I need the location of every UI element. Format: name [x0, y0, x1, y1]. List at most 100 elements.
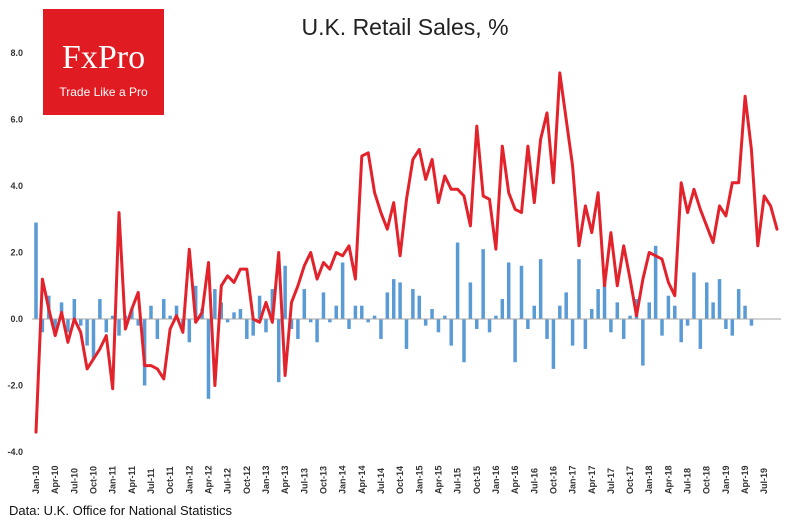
x-tick-label: Jul-14	[376, 468, 386, 494]
logo-name: FxPro	[61, 39, 146, 76]
bar	[59, 302, 64, 319]
bar	[717, 279, 722, 319]
bar	[398, 282, 402, 319]
bar	[174, 305, 179, 319]
bar	[660, 319, 664, 336]
bar	[558, 305, 562, 319]
bar	[98, 299, 102, 319]
y-tick-label: 0.0	[10, 314, 23, 324]
bar	[366, 319, 370, 323]
bar	[443, 315, 447, 319]
bar	[666, 295, 671, 319]
bar	[353, 305, 358, 319]
x-tick-label: Apr-19	[740, 465, 750, 494]
bar	[621, 319, 626, 339]
x-tick-label: Apr-15	[433, 465, 443, 494]
x-tick-label: Oct-14	[395, 466, 405, 494]
x-tick-label: Oct-15	[472, 466, 482, 494]
x-tick-label: Oct-16	[548, 466, 558, 494]
bar	[609, 319, 613, 333]
bar	[110, 315, 115, 319]
bar	[72, 299, 77, 319]
bar	[455, 242, 460, 319]
bar	[423, 319, 428, 326]
x-tick-label: Apr-10	[50, 465, 60, 494]
bar	[245, 319, 249, 339]
bar	[545, 319, 549, 339]
bar	[385, 292, 390, 319]
x-tick-label: Jul-11	[146, 468, 156, 494]
bar	[500, 299, 505, 319]
bar	[653, 245, 658, 319]
bar	[647, 302, 651, 319]
x-tick-label: Apr-11	[127, 466, 137, 494]
bar	[513, 319, 517, 363]
y-tick-label: 8.0	[10, 48, 23, 58]
x-tick-label: Jan-12	[184, 465, 194, 494]
bar	[289, 319, 294, 329]
bar	[168, 315, 172, 319]
bar	[468, 282, 473, 319]
bar	[117, 319, 121, 336]
bar	[487, 319, 492, 333]
bar	[283, 265, 287, 319]
bar	[641, 319, 645, 366]
x-tick-label: Jul-18	[683, 468, 693, 494]
x-tick-label: Apr-13	[280, 465, 290, 494]
bar	[66, 319, 70, 333]
bar	[538, 259, 543, 319]
bar	[328, 319, 332, 323]
x-tick-label: Jan-17	[568, 465, 578, 494]
bar	[673, 305, 677, 319]
bar	[78, 319, 83, 326]
bar	[577, 259, 581, 319]
bar	[85, 319, 89, 346]
bar	[53, 319, 57, 336]
bar	[315, 319, 319, 343]
bar	[372, 315, 377, 319]
bar	[570, 319, 575, 346]
x-tick-label: Oct-10	[88, 466, 98, 494]
bar	[589, 309, 594, 319]
bar	[308, 319, 313, 323]
bar	[360, 305, 364, 319]
bar	[692, 272, 696, 319]
x-tick-label: Jul-12	[223, 468, 233, 494]
bar	[532, 305, 537, 319]
bar	[162, 299, 166, 319]
x-tick-label: Jan-14	[338, 465, 348, 494]
x-tick-label: Jul-17	[606, 468, 616, 494]
bar	[155, 319, 160, 339]
bar	[232, 312, 236, 319]
y-tick-label: 6.0	[10, 115, 23, 125]
bar	[404, 319, 409, 349]
x-tick-label: Apr-14	[357, 465, 367, 494]
chart-title: U.K. Retail Sales, %	[301, 14, 509, 40]
y-tick-label: 2.0	[10, 248, 23, 258]
bar	[602, 282, 607, 319]
bar	[436, 319, 441, 333]
bar	[347, 319, 351, 329]
x-tick-label: Jan-19	[721, 465, 731, 494]
x-tick-label: Jul-19	[759, 468, 769, 494]
bar	[270, 289, 275, 319]
bar	[411, 289, 415, 319]
bar	[711, 302, 715, 319]
bar	[494, 315, 498, 319]
bar	[704, 282, 709, 319]
bar	[526, 319, 530, 329]
bar	[34, 222, 38, 319]
bar	[104, 319, 109, 333]
bar	[430, 309, 434, 319]
bar	[257, 295, 262, 319]
bar	[136, 319, 140, 326]
bar	[743, 305, 747, 319]
bar	[219, 302, 224, 319]
source-note: Data: U.K. Office for National Statistic…	[9, 503, 233, 518]
x-tick-label: Oct-12	[242, 466, 252, 494]
bar	[213, 289, 217, 319]
bar	[724, 319, 728, 329]
x-tick-label: Oct-17	[625, 466, 635, 494]
bar	[685, 319, 690, 326]
